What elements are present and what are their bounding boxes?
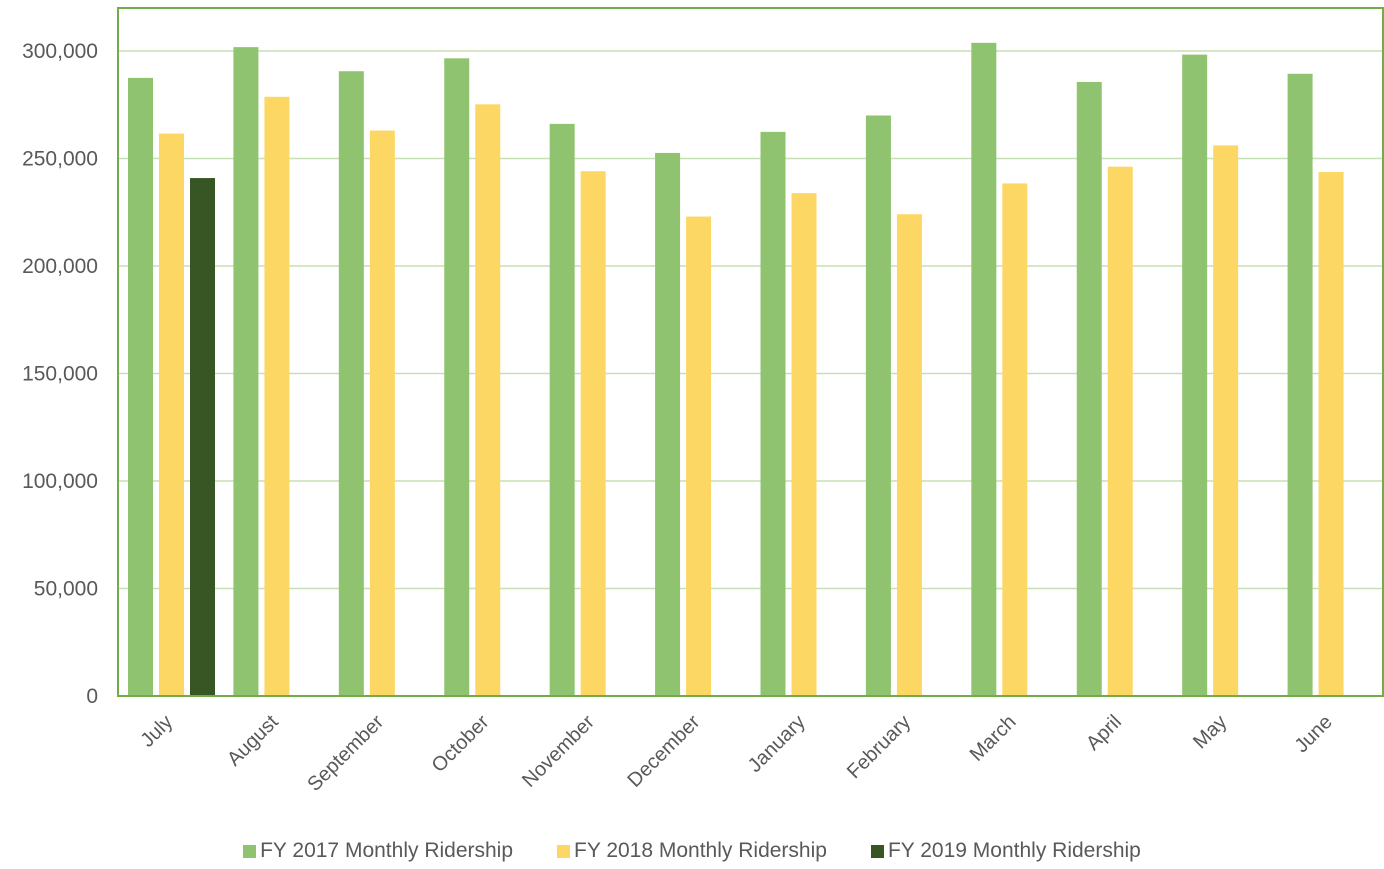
- bar-series1-october: [444, 58, 470, 697]
- bar-series2-december: [686, 216, 712, 697]
- x-tick-label-june: June: [1291, 711, 1337, 757]
- bar-series1-may: [1182, 54, 1208, 696]
- legend-swatch-fy2018: [557, 844, 571, 858]
- legend-item-fy2017: FY 2017 Monthly Ridership: [243, 839, 513, 863]
- bar-series1-september: [338, 71, 364, 696]
- legend-item-fy2018: FY 2018 Monthly Ridership: [557, 839, 827, 863]
- bar-series1-december: [655, 152, 681, 696]
- x-tick-label-november: November: [518, 711, 599, 792]
- bar-series1-november: [549, 123, 575, 696]
- x-tick-label-october: October: [428, 711, 494, 777]
- bar-series2-april: [1107, 166, 1133, 697]
- x-tick-label-february: February: [843, 711, 915, 783]
- bar-chart: 0 50,000 100,000 150,000 200,000 250,000 300,0…: [22, 7, 1384, 796]
- x-tick-label-september: September: [303, 711, 388, 796]
- legend-swatch-fy2017: [243, 844, 257, 858]
- bar-series1-august: [233, 47, 259, 696]
- bar-series2-june: [1318, 172, 1344, 697]
- x-tick-label-july: July: [137, 711, 178, 752]
- y-tick-label-4: 200,000: [22, 255, 98, 278]
- bar-series2-march: [1002, 183, 1028, 696]
- x-tick-label-april: April: [1082, 711, 1126, 755]
- x-tick-label-december: December: [624, 711, 705, 792]
- y-tick-label-2: 100,000: [22, 470, 98, 493]
- legend-label-fy2018: FY 2018 Monthly Ridership: [574, 839, 827, 862]
- bar-series3-july: [190, 178, 215, 696]
- bar-series1-february: [865, 115, 891, 696]
- bar-series1-june: [1287, 73, 1313, 697]
- y-tick-label-5: 250,000: [22, 148, 98, 171]
- bar-series2-february: [896, 214, 922, 696]
- y-tick-label-3: 150,000: [22, 363, 98, 386]
- bar-series2-july: [159, 133, 184, 696]
- legend-label-fy2019: FY 2019 Monthly Ridership: [887, 839, 1141, 862]
- bar-series2-september: [369, 130, 395, 697]
- bar-series1-april: [1076, 81, 1102, 696]
- y-tick-label-6: 300,000: [22, 40, 98, 63]
- x-tick-label-march: March: [966, 711, 1021, 766]
- legend-label-fy2017: FY 2017 Monthly Ridership: [260, 839, 514, 862]
- bar-series2-october: [475, 104, 501, 696]
- bar-series1-march: [971, 42, 997, 696]
- y-tick-label-1: 50,000: [34, 578, 98, 601]
- bar-series2-november: [580, 171, 606, 696]
- bar-series1-january: [760, 131, 786, 697]
- bar-series2-january: [791, 193, 817, 697]
- x-tick-label-august: August: [223, 711, 283, 771]
- legend-item-fy2019: FY 2019 Monthly Ridership: [870, 839, 1141, 863]
- y-tick-label-0: 0: [86, 685, 98, 708]
- x-tick-label-january: January: [744, 711, 810, 777]
- legend-swatch-fy2019: [870, 844, 884, 858]
- legend: FY 2017 Monthly Ridership FY 2018 Monthl…: [0, 836, 1384, 866]
- bar-series2-may: [1213, 145, 1239, 696]
- bar-series2-august: [264, 96, 290, 697]
- bar-series1-july: [128, 77, 153, 696]
- x-tick-label-may: May: [1189, 711, 1231, 753]
